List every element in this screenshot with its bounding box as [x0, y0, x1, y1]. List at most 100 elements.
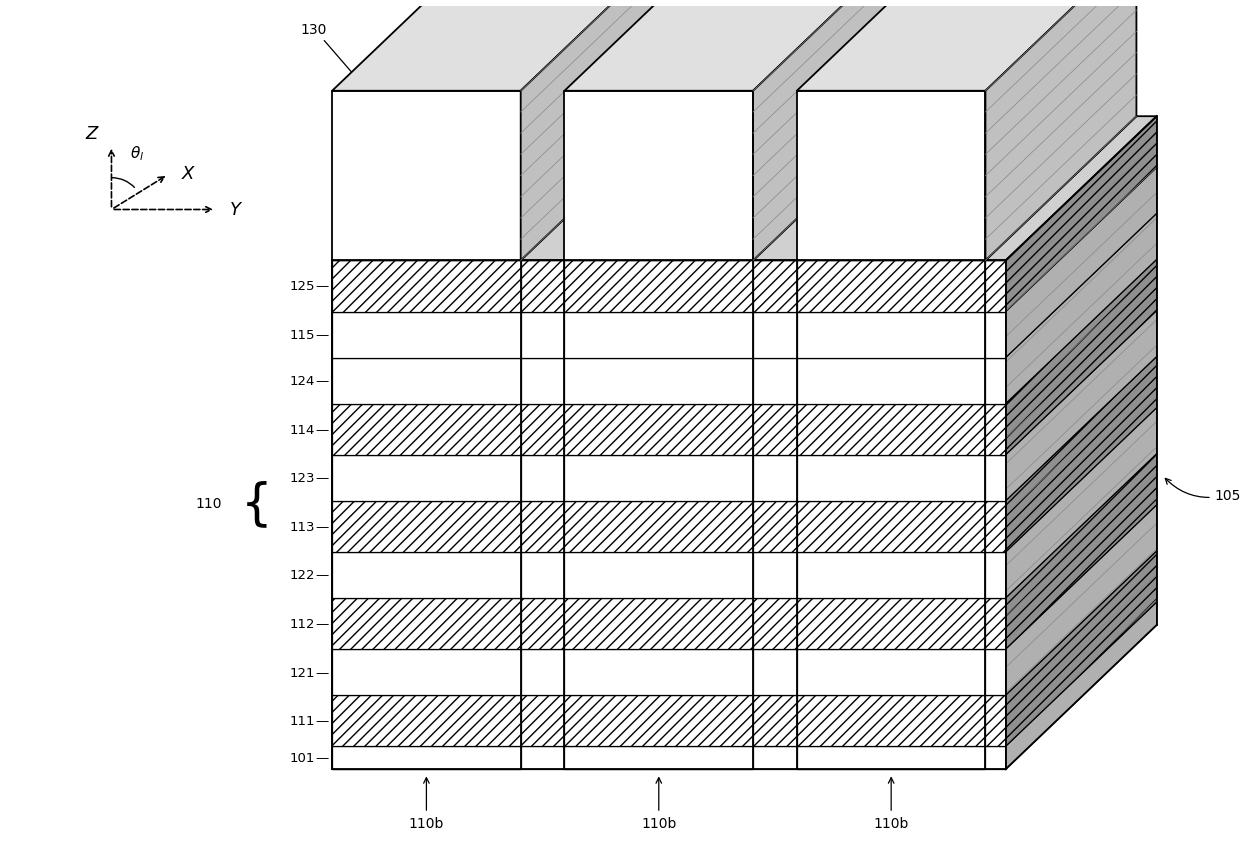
Polygon shape: [332, 261, 1006, 313]
Polygon shape: [332, 649, 1006, 696]
Polygon shape: [332, 501, 1006, 552]
Text: 122: 122: [289, 569, 315, 582]
Polygon shape: [332, 313, 1006, 358]
Polygon shape: [797, 404, 986, 455]
Polygon shape: [797, 746, 986, 770]
Text: —: —: [316, 472, 329, 485]
Polygon shape: [521, 0, 672, 261]
Text: 110b: 110b: [873, 777, 909, 830]
Polygon shape: [564, 598, 753, 649]
Polygon shape: [564, 696, 753, 746]
Text: Z: Z: [86, 125, 98, 143]
Polygon shape: [797, 649, 986, 696]
Polygon shape: [332, 552, 521, 598]
Text: 123: 123: [289, 472, 315, 485]
Polygon shape: [986, 0, 1136, 261]
Text: 110b: 110b: [641, 777, 677, 830]
Text: 101: 101: [289, 752, 315, 765]
Polygon shape: [332, 552, 1006, 598]
Text: 115: 115: [289, 329, 315, 342]
Text: —: —: [316, 569, 329, 582]
Polygon shape: [332, 696, 1006, 746]
Polygon shape: [1006, 117, 1157, 313]
Text: —: —: [316, 520, 329, 533]
Polygon shape: [1006, 408, 1157, 598]
Text: —: —: [316, 617, 329, 630]
Polygon shape: [332, 261, 521, 313]
Text: 130a: 130a: [536, 20, 582, 84]
Text: Y: Y: [229, 201, 241, 220]
Polygon shape: [564, 0, 904, 91]
Polygon shape: [797, 455, 986, 501]
Text: —: —: [316, 280, 329, 293]
Text: 121: 121: [289, 666, 315, 678]
Polygon shape: [332, 91, 521, 261]
Polygon shape: [564, 313, 753, 358]
Polygon shape: [1006, 311, 1157, 501]
Polygon shape: [332, 649, 521, 696]
Polygon shape: [1006, 551, 1157, 746]
Polygon shape: [564, 404, 753, 455]
Polygon shape: [797, 552, 986, 598]
Text: 125: 125: [289, 280, 315, 293]
Text: 114: 114: [289, 423, 315, 437]
Text: 105: 105: [1166, 479, 1240, 502]
Polygon shape: [564, 649, 753, 696]
Text: 110b: 110b: [409, 777, 444, 830]
Polygon shape: [332, 696, 521, 746]
Text: X: X: [182, 164, 195, 183]
Text: —: —: [316, 375, 329, 387]
Polygon shape: [564, 455, 753, 501]
Polygon shape: [564, 117, 904, 261]
Polygon shape: [332, 598, 521, 649]
Polygon shape: [332, 501, 521, 552]
Polygon shape: [1006, 603, 1157, 770]
Polygon shape: [1006, 168, 1157, 358]
Polygon shape: [797, 696, 986, 746]
Polygon shape: [332, 404, 1006, 455]
Text: 110: 110: [195, 497, 222, 511]
Text: 110a: 110a: [681, 22, 776, 85]
Polygon shape: [797, 501, 986, 552]
Text: 113: 113: [289, 520, 315, 533]
Text: —: —: [316, 423, 329, 437]
Polygon shape: [332, 358, 1006, 404]
Polygon shape: [797, 358, 986, 404]
Polygon shape: [332, 746, 521, 770]
Polygon shape: [332, 117, 1157, 261]
Text: —: —: [316, 715, 329, 728]
Polygon shape: [1006, 214, 1157, 404]
Polygon shape: [1006, 505, 1157, 696]
Polygon shape: [797, 0, 1136, 91]
Polygon shape: [564, 501, 753, 552]
Polygon shape: [332, 313, 521, 358]
Text: —: —: [316, 666, 329, 678]
Polygon shape: [564, 746, 753, 770]
Polygon shape: [332, 598, 1006, 649]
Text: {: {: [241, 480, 273, 528]
Polygon shape: [332, 746, 1006, 770]
Polygon shape: [332, 0, 672, 91]
Text: —: —: [316, 329, 329, 342]
Polygon shape: [564, 552, 753, 598]
Text: 124: 124: [289, 375, 315, 387]
Polygon shape: [564, 91, 753, 261]
Polygon shape: [753, 0, 904, 261]
Polygon shape: [797, 117, 1136, 261]
Polygon shape: [332, 455, 521, 501]
Text: —: —: [316, 752, 329, 765]
Text: 112: 112: [289, 617, 315, 630]
Polygon shape: [332, 358, 521, 404]
Polygon shape: [1006, 357, 1157, 552]
Polygon shape: [797, 261, 986, 313]
Text: 111: 111: [289, 715, 315, 728]
Polygon shape: [797, 313, 986, 358]
Polygon shape: [564, 261, 753, 313]
Polygon shape: [332, 404, 521, 455]
Polygon shape: [332, 455, 1006, 501]
Text: $\theta_l$: $\theta_l$: [130, 144, 144, 163]
Polygon shape: [1006, 455, 1157, 649]
Polygon shape: [332, 117, 672, 261]
Polygon shape: [564, 358, 753, 404]
Polygon shape: [797, 598, 986, 649]
